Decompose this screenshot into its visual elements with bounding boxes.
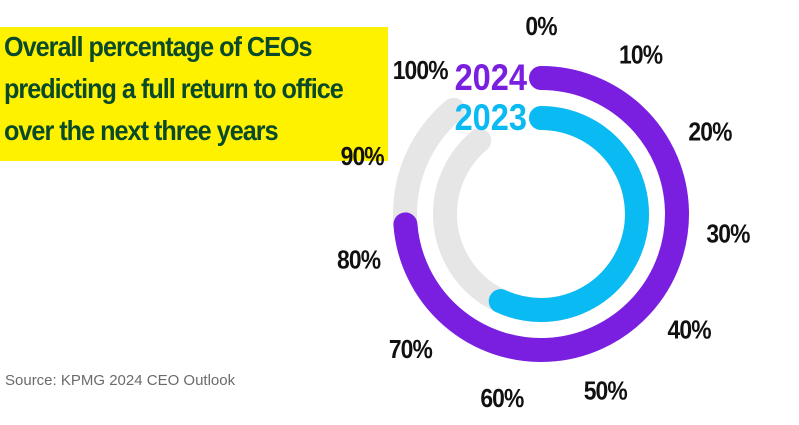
tick-label: 90%: [341, 143, 385, 172]
value-arc-2024: [393, 66, 689, 362]
source-note: Source: KPMG 2024 CEO Outlook: [5, 372, 236, 389]
tick-label: 40%: [668, 316, 712, 345]
tick-label: 10%: [619, 41, 663, 70]
value-arc-2023: [488, 106, 649, 322]
tick-label: 60%: [480, 385, 524, 414]
series-label-2024: 2024: [455, 57, 528, 98]
tick-label: 20%: [688, 118, 732, 147]
chart-title-line-2: predicting a full return to office: [4, 73, 344, 104]
tick-label: 80%: [337, 246, 381, 275]
chart-title-line-3: over the next three years: [4, 115, 279, 146]
chart-title-box: Overall percentage of CEOs predicting a …: [0, 27, 388, 161]
tick-label: 30%: [706, 220, 750, 249]
tick-label: 50%: [584, 377, 628, 406]
tick-label: 100%: [393, 57, 449, 86]
tick-label: 70%: [389, 336, 433, 365]
chart-title-line-1: Overall percentage of CEOs: [4, 31, 313, 62]
tick-label: 0%: [525, 13, 557, 42]
series-label-2023: 2023: [455, 97, 527, 138]
